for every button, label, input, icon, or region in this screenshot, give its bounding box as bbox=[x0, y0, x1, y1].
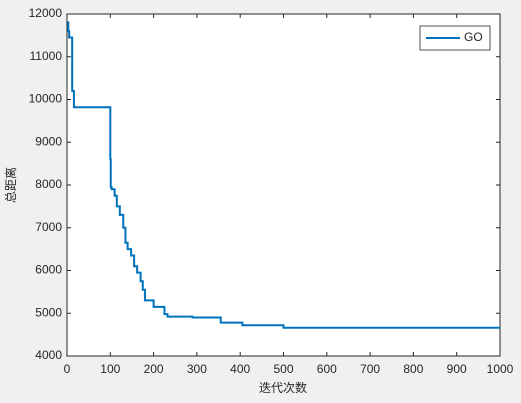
y-tick-label: 8000 bbox=[35, 177, 62, 191]
y-tick-label: 11000 bbox=[30, 49, 63, 63]
x-tick-label: 800 bbox=[403, 362, 423, 376]
y-axis-label: 总距离 bbox=[3, 167, 18, 203]
legend-label: GO bbox=[464, 30, 483, 44]
y-tick-label: 4000 bbox=[35, 348, 62, 362]
y-tick-label: 9000 bbox=[35, 134, 62, 148]
x-tick-label: 300 bbox=[187, 362, 207, 376]
x-tick-label: 900 bbox=[447, 362, 467, 376]
x-tick-label: 0 bbox=[64, 362, 71, 376]
x-tick-label: 1000 bbox=[487, 362, 514, 376]
plot-area bbox=[67, 14, 500, 356]
x-tick-label: 700 bbox=[360, 362, 380, 376]
x-tick-label: 100 bbox=[100, 362, 120, 376]
y-tick-label: 7000 bbox=[35, 220, 62, 234]
x-tick-label: 400 bbox=[230, 362, 250, 376]
y-tick-label: 12000 bbox=[29, 6, 63, 20]
data-line bbox=[67, 21, 500, 329]
axes-box bbox=[66, 13, 501, 357]
x-tick-label: 200 bbox=[144, 362, 164, 376]
x-tick-label: 600 bbox=[317, 362, 337, 376]
y-tick-label: 5000 bbox=[35, 305, 62, 319]
y-tick-label: 10000 bbox=[29, 92, 63, 106]
y-tick-label: 6000 bbox=[35, 263, 62, 277]
x-tick-label: 500 bbox=[273, 362, 293, 376]
x-axis-label: 迭代次数 bbox=[259, 380, 307, 395]
